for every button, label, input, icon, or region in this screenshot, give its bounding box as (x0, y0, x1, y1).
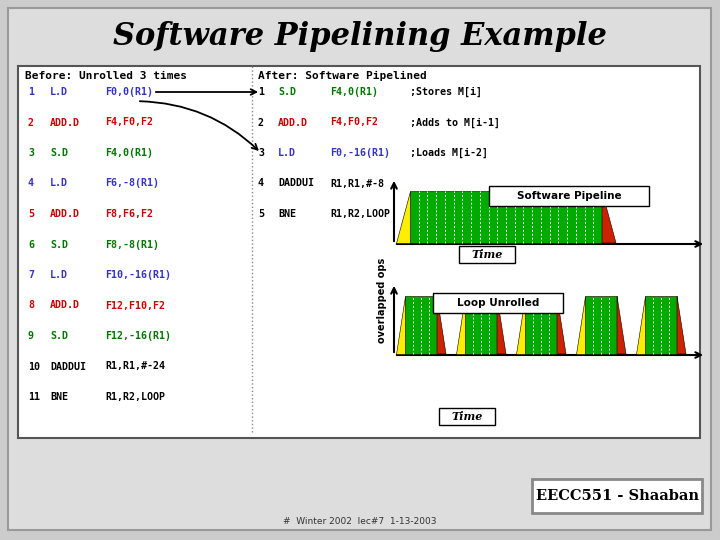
Text: L.D: L.D (50, 179, 68, 188)
Text: 11: 11 (28, 392, 40, 402)
Text: F4,0(R1): F4,0(R1) (330, 87, 378, 97)
Text: After: Software Pipelined: After: Software Pipelined (258, 71, 427, 81)
Text: 3: 3 (28, 148, 34, 158)
Text: F0,0(R1): F0,0(R1) (105, 87, 153, 97)
FancyBboxPatch shape (433, 293, 563, 313)
Text: F4,F0,F2: F4,F0,F2 (105, 118, 153, 127)
Text: 1: 1 (258, 87, 264, 97)
Text: R1,R2,LOOP: R1,R2,LOOP (330, 209, 390, 219)
Text: S.D: S.D (50, 240, 68, 249)
Text: 2: 2 (28, 118, 34, 127)
Text: Software Pipeline: Software Pipeline (517, 191, 621, 201)
Polygon shape (410, 191, 602, 243)
Polygon shape (677, 296, 686, 354)
Polygon shape (645, 296, 677, 354)
Text: Time: Time (451, 411, 482, 422)
Polygon shape (557, 296, 566, 354)
Text: 6: 6 (28, 240, 34, 249)
Text: ;Adds to M[i-1]: ;Adds to M[i-1] (410, 117, 500, 127)
Text: F0,-16(R1): F0,-16(R1) (330, 148, 390, 158)
Text: 8: 8 (28, 300, 34, 310)
Text: overlapped ops: overlapped ops (377, 258, 387, 342)
FancyBboxPatch shape (459, 246, 515, 263)
Text: #  Winter 2002  lec#7  1-13-2003: # Winter 2002 lec#7 1-13-2003 (283, 517, 437, 526)
Text: 1: 1 (28, 87, 34, 97)
Text: Before: Unrolled 3 times: Before: Unrolled 3 times (25, 71, 187, 81)
Text: R1,R1,#-8: R1,R1,#-8 (330, 179, 384, 188)
Text: F10,-16(R1): F10,-16(R1) (105, 270, 171, 280)
FancyBboxPatch shape (439, 408, 495, 425)
FancyBboxPatch shape (489, 186, 649, 206)
Text: Loop Unrolled: Loop Unrolled (456, 298, 539, 308)
Text: 3: 3 (258, 148, 264, 158)
Text: ADD.D: ADD.D (50, 118, 80, 127)
Text: S.D: S.D (50, 148, 68, 158)
Text: 7: 7 (28, 270, 34, 280)
Text: F6,-8(R1): F6,-8(R1) (105, 179, 159, 188)
Text: L.D: L.D (50, 87, 68, 97)
Text: DADDUI: DADDUI (50, 361, 86, 372)
Polygon shape (437, 296, 446, 354)
Text: 5: 5 (28, 209, 34, 219)
Polygon shape (585, 296, 617, 354)
Text: F8,-8(R1): F8,-8(R1) (105, 240, 159, 249)
Text: ;Loads M[i-2]: ;Loads M[i-2] (410, 148, 488, 158)
Polygon shape (525, 296, 557, 354)
Text: 2: 2 (258, 118, 264, 127)
Text: ;Stores M[i]: ;Stores M[i] (410, 87, 482, 97)
Text: 4: 4 (28, 179, 34, 188)
Text: L.D: L.D (50, 270, 68, 280)
Polygon shape (396, 191, 410, 243)
Text: F8,F6,F2: F8,F6,F2 (105, 209, 153, 219)
Text: ADD.D: ADD.D (50, 300, 80, 310)
Text: ADD.D: ADD.D (50, 209, 80, 219)
Text: EECC551 - Shaaban: EECC551 - Shaaban (536, 489, 698, 503)
Polygon shape (456, 296, 465, 354)
Text: L.D: L.D (278, 148, 296, 158)
Text: F4,0(R1): F4,0(R1) (105, 148, 153, 158)
Text: 9: 9 (28, 331, 34, 341)
Text: 5: 5 (258, 209, 264, 219)
Text: Software Pipelining Example: Software Pipelining Example (113, 22, 607, 52)
FancyBboxPatch shape (8, 8, 711, 530)
Polygon shape (516, 296, 525, 354)
FancyBboxPatch shape (532, 479, 702, 513)
FancyBboxPatch shape (18, 66, 700, 438)
Polygon shape (396, 296, 405, 354)
Text: F12,-16(R1): F12,-16(R1) (105, 331, 171, 341)
Polygon shape (465, 296, 497, 354)
Text: F12,F10,F2: F12,F10,F2 (105, 300, 165, 310)
Text: DADDUI: DADDUI (278, 179, 314, 188)
Polygon shape (405, 296, 437, 354)
Polygon shape (497, 296, 506, 354)
Text: F4,F0,F2: F4,F0,F2 (330, 118, 378, 127)
Text: 10: 10 (28, 361, 40, 372)
Polygon shape (636, 296, 645, 354)
Polygon shape (576, 296, 585, 354)
Polygon shape (602, 191, 616, 243)
Text: ADD.D: ADD.D (278, 118, 308, 127)
Text: S.D: S.D (50, 331, 68, 341)
Text: 4: 4 (258, 179, 264, 188)
Text: S.D: S.D (278, 87, 296, 97)
Text: R1,R1,#-24: R1,R1,#-24 (105, 361, 165, 372)
Text: BNE: BNE (278, 209, 296, 219)
Polygon shape (617, 296, 626, 354)
Text: R1,R2,LOOP: R1,R2,LOOP (105, 392, 165, 402)
Text: Time: Time (472, 249, 503, 260)
Text: BNE: BNE (50, 392, 68, 402)
